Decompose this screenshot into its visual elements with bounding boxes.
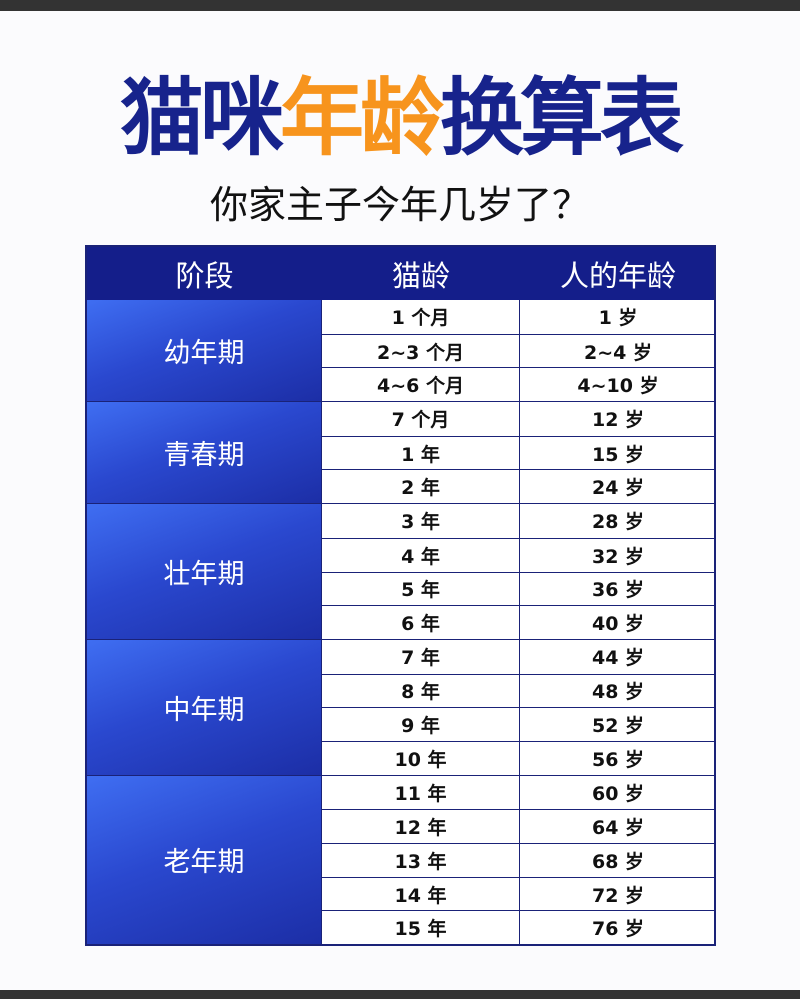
human-age-cell: 72 岁 (520, 876, 716, 911)
human-age-cell: 2~4 岁 (520, 333, 716, 368)
top-bar (0, 0, 800, 11)
cat-age-cell: 5 年 (322, 571, 519, 606)
bottom-bar (0, 990, 800, 999)
human-age-column: 44 岁 48 岁 52 岁 56 岁 (520, 640, 716, 775)
cat-age-cell: 2 年 (322, 469, 519, 503)
stage-cell: 壮年期 (87, 504, 322, 639)
cat-age-cell: 12 年 (322, 809, 519, 843)
table-header: 阶段 猫龄 人的年龄 (87, 247, 714, 300)
human-age-cell: 60 岁 (591, 782, 645, 805)
cat-age-cell: 1 年 (322, 435, 519, 470)
human-age-cell: 32 岁 (520, 537, 716, 572)
human-age-cell: 15 岁 (520, 435, 716, 470)
title-part-1: 猫咪 (119, 69, 284, 167)
cat-age-cell: 15 年 (322, 910, 519, 944)
human-age-cell: 48 岁 (520, 673, 716, 708)
cat-age-cell: 4~6 个月 (322, 367, 519, 401)
cat-age-cell: 7 年 (401, 647, 440, 670)
human-age-column: 60 岁 64 岁 68 岁 72 岁 76 岁 (520, 776, 716, 944)
human-age-cell: 40 岁 (520, 605, 716, 639)
human-age-cell: 64 岁 (520, 809, 716, 843)
cat-age-cell: 8 年 (322, 673, 519, 708)
human-age-cell: 76 岁 (520, 910, 716, 944)
cat-age-column: 1 个月 2~3 个月 4~6 个月 (322, 300, 520, 402)
human-age-cell: 52 岁 (520, 707, 716, 741)
human-age-cell: 12 岁 (591, 409, 645, 432)
cat-age-cell: 7 个月 (391, 409, 450, 432)
header-cat-age: 猫龄 (391, 258, 450, 293)
cat-age-table: 阶段 猫龄 人的年龄 幼年期 1 个月 2~3 个月 4~6 个月 1 岁 2~4 岁 4~… (85, 245, 716, 947)
human-age-cell: 28 岁 (591, 511, 645, 534)
stage-group: 幼年期 1 个月 2~3 个月 4~6 个月 1 岁 2~4 岁 4~10 岁 (87, 300, 716, 402)
title-part-3: 换算表 (440, 69, 684, 167)
stage-cell: 幼年期 (87, 300, 322, 402)
stage-cell: 青春期 (87, 402, 322, 504)
human-age-cell: 68 岁 (520, 843, 716, 877)
stage-cell: 中年期 (87, 639, 322, 775)
cat-age-cell: 3 年 (401, 511, 440, 534)
title-highlight: 年龄 (279, 69, 444, 167)
human-age-cell: 24 岁 (520, 469, 716, 503)
stage-cell: 老年期 (87, 775, 322, 945)
human-age-cell: 44 岁 (591, 647, 645, 670)
cat-age-cell: 13 年 (322, 843, 519, 877)
human-age-column: 1 岁 2~4 岁 4~10 岁 (520, 300, 716, 401)
cat-age-cell: 9 年 (322, 707, 519, 741)
subtitle: 你家主子今年几岁了？ (209, 183, 590, 227)
human-age-cell: 36 岁 (520, 571, 716, 606)
human-age-cell: 4~10 岁 (520, 367, 716, 401)
cat-age-cell: 11 年 (394, 782, 447, 805)
human-age-cell: 1 岁 (598, 307, 638, 330)
cat-age-cell: 2~3 个月 (322, 333, 519, 368)
cat-age-cell: 1 个月 (391, 307, 450, 330)
cat-age-cell: 4 年 (322, 537, 519, 572)
cat-age-column: 11 年 12 年 13 年 14 年 15 年 (322, 775, 520, 945)
page-title: 猫咪年龄换算表 (0, 68, 800, 168)
cat-age-cell: 10 年 (322, 740, 519, 775)
cat-age-cell: 14 年 (322, 876, 519, 911)
human-age-column: 28 岁 32 岁 36 岁 40 岁 (520, 504, 716, 639)
cat-age-cell: 6 年 (322, 605, 519, 639)
human-age-cell: 56 岁 (520, 740, 716, 775)
header-stage: 阶段 (175, 258, 234, 293)
header-human-age: 人的年龄 (559, 258, 676, 293)
human-age-column: 12 岁 15 岁 24 岁 (520, 402, 716, 503)
